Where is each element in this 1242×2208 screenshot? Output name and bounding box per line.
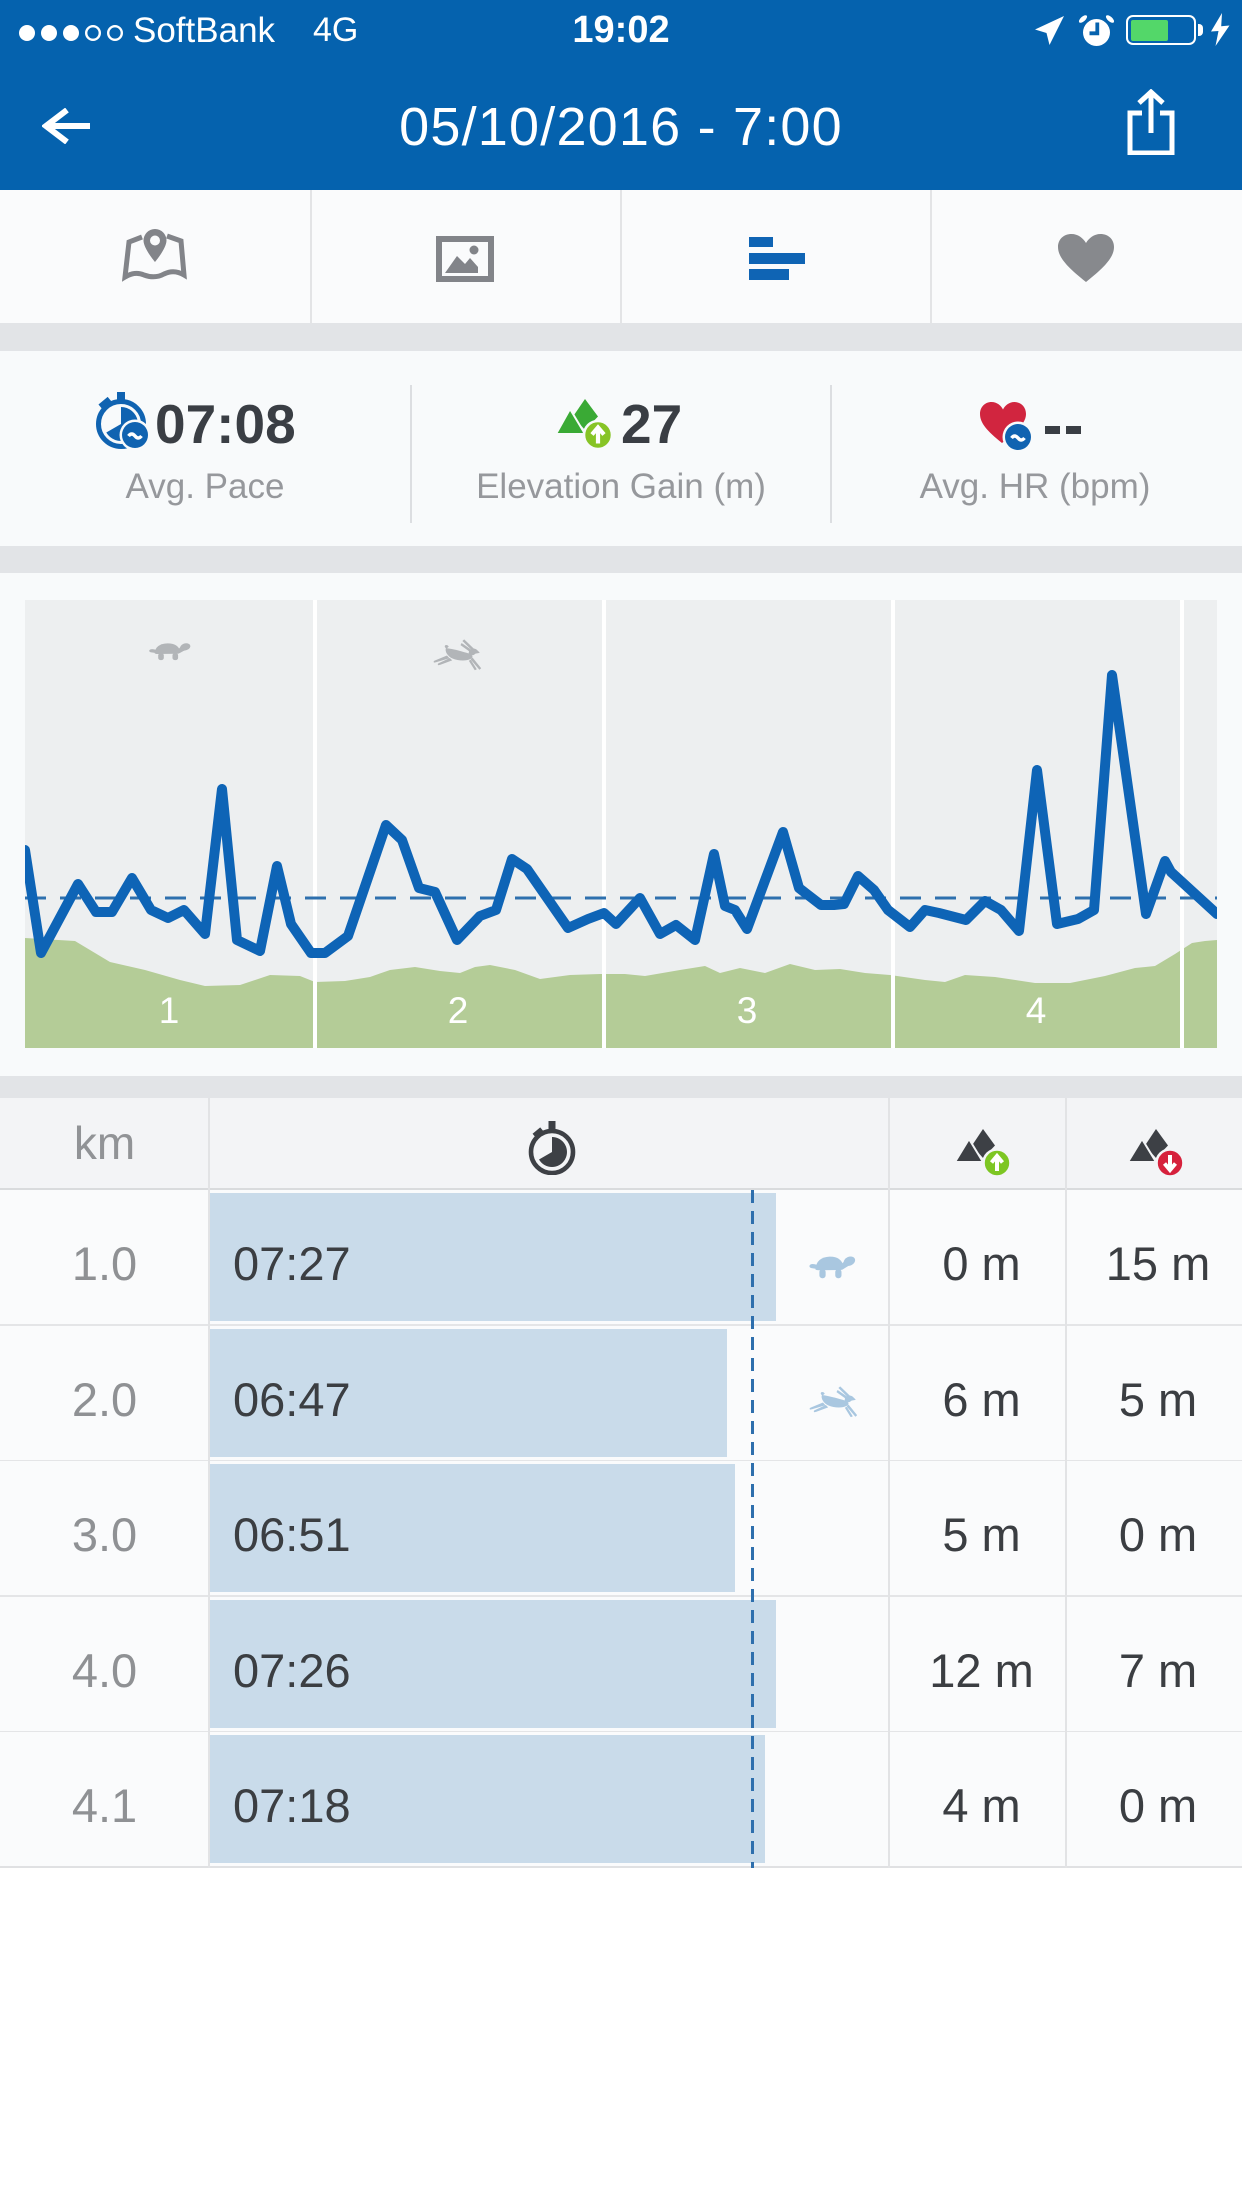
svg-text:1: 1 bbox=[159, 990, 180, 1031]
svg-text:3: 3 bbox=[737, 990, 758, 1031]
svg-text:2: 2 bbox=[448, 990, 469, 1031]
svg-text:4: 4 bbox=[1026, 990, 1047, 1031]
